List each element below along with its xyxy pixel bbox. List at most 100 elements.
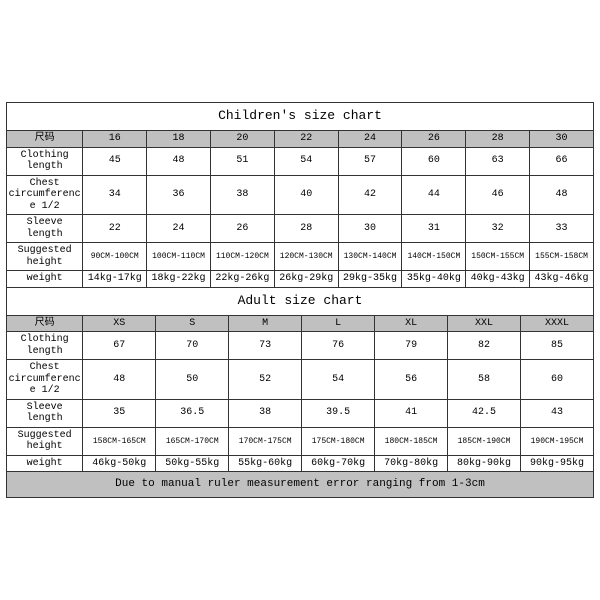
cell: 43kg-46kg <box>530 271 594 288</box>
cell: 46kg-50kg <box>83 455 156 472</box>
cell: 29kg-35kg <box>338 271 402 288</box>
cell: 140CM-150CM <box>402 243 466 271</box>
cell: 39.5 <box>302 399 375 427</box>
table-row: Sleeve length 22 24 26 28 30 31 32 33 <box>7 215 594 243</box>
table-row: Clothing length 45 48 51 54 57 60 63 66 <box>7 147 594 175</box>
adult-size: M <box>229 315 302 332</box>
table-row: Suggested height 158CM-165CM 165CM-170CM… <box>7 427 594 455</box>
table-row: weight 46kg-50kg 50kg-55kg 55kg-60kg 60k… <box>7 455 594 472</box>
children-size-table: Children's size chart 尺码 16 18 20 22 24 … <box>6 102 594 287</box>
table-row: Sleeve length 35 36.5 38 39.5 41 42.5 43 <box>7 399 594 427</box>
cell: 30 <box>338 215 402 243</box>
cell: 50 <box>156 360 229 400</box>
cell: 41 <box>375 399 448 427</box>
adult-title: Adult size chart <box>7 287 594 315</box>
cell: 36 <box>147 175 211 215</box>
row-label: Clothing length <box>7 147 83 175</box>
row-label: weight <box>7 455 83 472</box>
adult-header-row: 尺码 XS S M L XL XXL XXXL <box>7 315 594 332</box>
cell: 35 <box>83 399 156 427</box>
cell: 28 <box>274 215 338 243</box>
cell: 34 <box>83 175 147 215</box>
cell: 45 <box>83 147 147 175</box>
cell: 100CM-110CM <box>147 243 211 271</box>
cell: 40kg-43kg <box>466 271 530 288</box>
cell: 26kg-29kg <box>274 271 338 288</box>
cell: 155CM-158CM <box>530 243 594 271</box>
cell: 35kg-40kg <box>402 271 466 288</box>
adult-size: XS <box>83 315 156 332</box>
cell: 55kg-60kg <box>229 455 302 472</box>
cell: 110CM-120CM <box>210 243 274 271</box>
cell: 190CM-195CM <box>521 427 594 455</box>
row-label: Sleeve length <box>7 215 83 243</box>
cell: 67 <box>83 332 156 360</box>
cell: 22kg-26kg <box>210 271 274 288</box>
cell: 79 <box>375 332 448 360</box>
cell: 76 <box>302 332 375 360</box>
cell: 48 <box>530 175 594 215</box>
cell: 57 <box>338 147 402 175</box>
cell: 38 <box>210 175 274 215</box>
cell: 66 <box>530 147 594 175</box>
children-header-row: 尺码 16 18 20 22 24 26 28 30 <box>7 131 594 148</box>
cell: 31 <box>402 215 466 243</box>
cell: 51 <box>210 147 274 175</box>
table-row: Chest circumference 1/2 48 50 52 54 56 5… <box>7 360 594 400</box>
cell: 58 <box>448 360 521 400</box>
cell: 52 <box>229 360 302 400</box>
cell: 24 <box>147 215 211 243</box>
adult-size: S <box>156 315 229 332</box>
cell: 32 <box>466 215 530 243</box>
children-size: 16 <box>83 131 147 148</box>
adult-size: XXL <box>448 315 521 332</box>
row-label: Suggested height <box>7 427 83 455</box>
children-size: 26 <box>402 131 466 148</box>
cell: 60 <box>402 147 466 175</box>
cell: 150CM-155CM <box>466 243 530 271</box>
measurement-note: Due to manual ruler measurement error ra… <box>7 472 594 498</box>
cell: 14kg-17kg <box>83 271 147 288</box>
cell: 70kg-80kg <box>375 455 448 472</box>
children-size: 24 <box>338 131 402 148</box>
row-label: Suggested height <box>7 243 83 271</box>
row-label: weight <box>7 271 83 288</box>
cell: 82 <box>448 332 521 360</box>
adult-size-table: Adult size chart 尺码 XS S M L XL XXL XXXL… <box>6 287 594 498</box>
children-size: 28 <box>466 131 530 148</box>
cell: 170CM-175CM <box>229 427 302 455</box>
adult-size: XL <box>375 315 448 332</box>
cell: 26 <box>210 215 274 243</box>
cell: 50kg-55kg <box>156 455 229 472</box>
adult-size: L <box>302 315 375 332</box>
cell: 85 <box>521 332 594 360</box>
adult-header-label: 尺码 <box>7 315 83 332</box>
cell: 48 <box>83 360 156 400</box>
row-label: Chest circumference 1/2 <box>7 360 83 400</box>
cell: 60 <box>521 360 594 400</box>
row-label: Sleeve length <box>7 399 83 427</box>
cell: 60kg-70kg <box>302 455 375 472</box>
table-row: Clothing length 67 70 73 76 79 82 85 <box>7 332 594 360</box>
cell: 70 <box>156 332 229 360</box>
cell: 54 <box>302 360 375 400</box>
cell: 63 <box>466 147 530 175</box>
cell: 36.5 <box>156 399 229 427</box>
children-title: Children's size chart <box>7 103 594 131</box>
cell: 44 <box>402 175 466 215</box>
row-label: Chest circumference 1/2 <box>7 175 83 215</box>
cell: 73 <box>229 332 302 360</box>
cell: 130CM-140CM <box>338 243 402 271</box>
cell: 43 <box>521 399 594 427</box>
cell: 33 <box>530 215 594 243</box>
cell: 56 <box>375 360 448 400</box>
cell: 165CM-170CM <box>156 427 229 455</box>
children-size: 20 <box>210 131 274 148</box>
cell: 158CM-165CM <box>83 427 156 455</box>
children-size: 18 <box>147 131 211 148</box>
children-header-label: 尺码 <box>7 131 83 148</box>
cell: 175CM-180CM <box>302 427 375 455</box>
cell: 42 <box>338 175 402 215</box>
table-row: Suggested height 90CM-100CM 100CM-110CM … <box>7 243 594 271</box>
cell: 40 <box>274 175 338 215</box>
